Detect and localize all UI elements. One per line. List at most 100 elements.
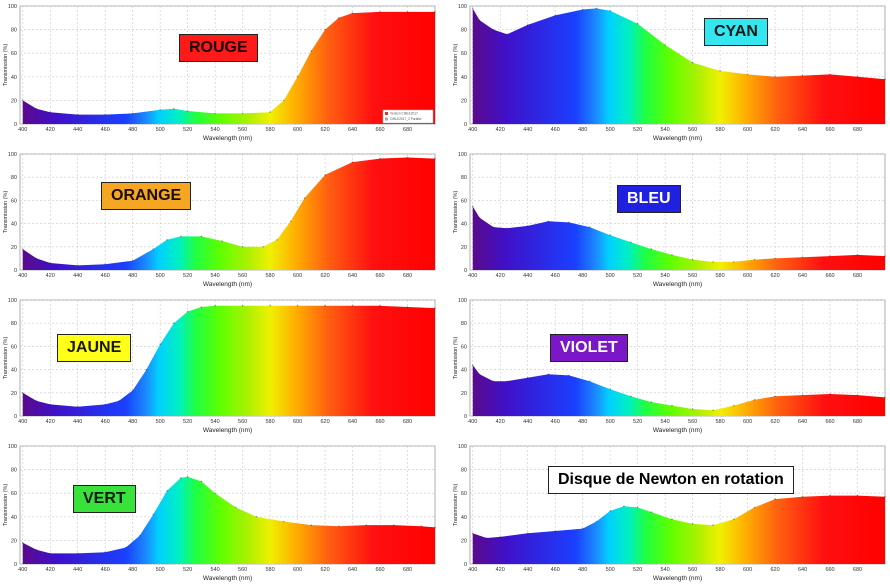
chart-title-badge: VIOLET <box>550 334 628 362</box>
spectrum-area <box>472 365 885 416</box>
x-tick-label: 660 <box>375 273 384 279</box>
x-tick-label: 580 <box>716 419 725 425</box>
data-point <box>76 552 79 555</box>
x-tick-label: 580 <box>716 567 725 573</box>
y-tick-label: 40 <box>11 515 17 521</box>
y-tick-label: 60 <box>11 491 17 497</box>
x-tick-label: 580 <box>266 127 275 133</box>
spectrum-area <box>472 495 885 564</box>
x-tick-label: 600 <box>293 567 302 573</box>
x-tick-label: 500 <box>606 419 615 425</box>
data-point <box>173 107 175 110</box>
data-point <box>588 226 591 228</box>
data-point <box>492 380 495 382</box>
data-point <box>650 401 653 403</box>
x-tick-label: 440 <box>523 567 532 573</box>
data-point <box>49 552 51 555</box>
x-tick-label: 660 <box>825 419 834 425</box>
spectrum-chart: 400 420 440 460 480 500 520 540 560 580 600 620 640 6… <box>453 444 886 582</box>
data-point <box>241 305 244 307</box>
y-tick-label: 0 <box>464 414 467 420</box>
data-point <box>526 376 529 379</box>
y-tick-label: 100 <box>8 298 17 304</box>
data-point <box>526 225 529 227</box>
x-tick-label: 640 <box>348 273 357 279</box>
x-tick-label: 640 <box>798 567 807 573</box>
y-tick-label: 60 <box>11 344 17 350</box>
x-tick-label: 640 <box>348 127 357 133</box>
data-point <box>104 551 106 553</box>
x-tick-label: 500 <box>156 273 165 279</box>
data-point <box>152 513 155 516</box>
data-point <box>664 44 666 46</box>
y-tick-label: 20 <box>11 245 17 251</box>
data-point <box>35 549 38 551</box>
data-point <box>753 399 756 401</box>
data-point <box>221 240 223 242</box>
data-point <box>588 380 591 382</box>
x-tick-label: 400 <box>18 419 27 425</box>
spectrum-panel: 400 420 440 460 480 500 520 540 560 580 600 620 640 6… <box>450 148 890 292</box>
x-tick-label: 540 <box>211 419 220 425</box>
x-tick-label: 660 <box>825 127 834 133</box>
chart-title-badge: CYAN <box>704 18 768 46</box>
data-point <box>630 241 632 243</box>
y-axis-label: Transmission (%) <box>3 484 9 527</box>
spectrum-area <box>472 8 885 124</box>
data-point <box>118 400 120 402</box>
data-point <box>478 217 481 219</box>
x-axis-label: Wavelength (nm) <box>203 427 252 434</box>
data-point <box>492 28 495 31</box>
x-tick-label: 480 <box>128 419 137 425</box>
data-point <box>324 28 326 31</box>
data-point <box>131 259 134 262</box>
data-point <box>262 246 265 248</box>
x-tick-label: 680 <box>403 567 412 573</box>
data-point <box>255 516 258 518</box>
data-point <box>609 388 611 391</box>
data-point <box>303 197 306 199</box>
y-tick-label: 40 <box>461 515 467 521</box>
x-tick-label: 520 <box>633 127 642 133</box>
data-point <box>478 19 481 22</box>
x-tick-label: 680 <box>853 127 862 133</box>
x-tick-label: 620 <box>770 567 779 573</box>
x-tick-label: 500 <box>156 127 165 133</box>
x-tick-label: 420 <box>496 419 505 425</box>
data-point <box>774 257 776 260</box>
data-point <box>166 239 168 241</box>
x-tick-label: 400 <box>468 567 477 573</box>
y-tick-label: 40 <box>461 75 467 81</box>
data-point <box>393 524 395 526</box>
data-point <box>21 542 24 544</box>
data-point <box>471 532 474 535</box>
x-tick-label: 620 <box>770 419 779 425</box>
x-tick-label: 480 <box>578 419 587 425</box>
data-point <box>351 161 354 163</box>
data-point <box>269 305 271 307</box>
data-point <box>856 254 859 256</box>
x-tick-label: 600 <box>293 419 302 425</box>
x-tick-label: 460 <box>101 567 110 573</box>
data-point <box>125 546 127 549</box>
data-point <box>506 380 508 382</box>
y-tick-label: 60 <box>461 491 467 497</box>
y-axis-label: Transmission (%) <box>3 191 9 234</box>
data-point <box>379 157 381 160</box>
y-axis-label: Transmission (%) <box>453 44 459 87</box>
data-point <box>200 480 203 483</box>
data-point <box>691 258 694 261</box>
data-point <box>801 256 804 258</box>
data-point <box>471 205 474 207</box>
y-tick-label: 0 <box>464 562 467 568</box>
x-tick-label: 620 <box>320 567 329 573</box>
x-tick-label: 560 <box>688 419 697 425</box>
data-point <box>104 403 106 406</box>
y-tick-label: 40 <box>461 222 467 228</box>
data-point <box>623 505 625 507</box>
y-tick-label: 80 <box>11 175 17 181</box>
x-tick-label: 420 <box>46 127 55 133</box>
x-tick-label: 540 <box>661 567 670 573</box>
x-tick-label: 420 <box>496 273 505 279</box>
